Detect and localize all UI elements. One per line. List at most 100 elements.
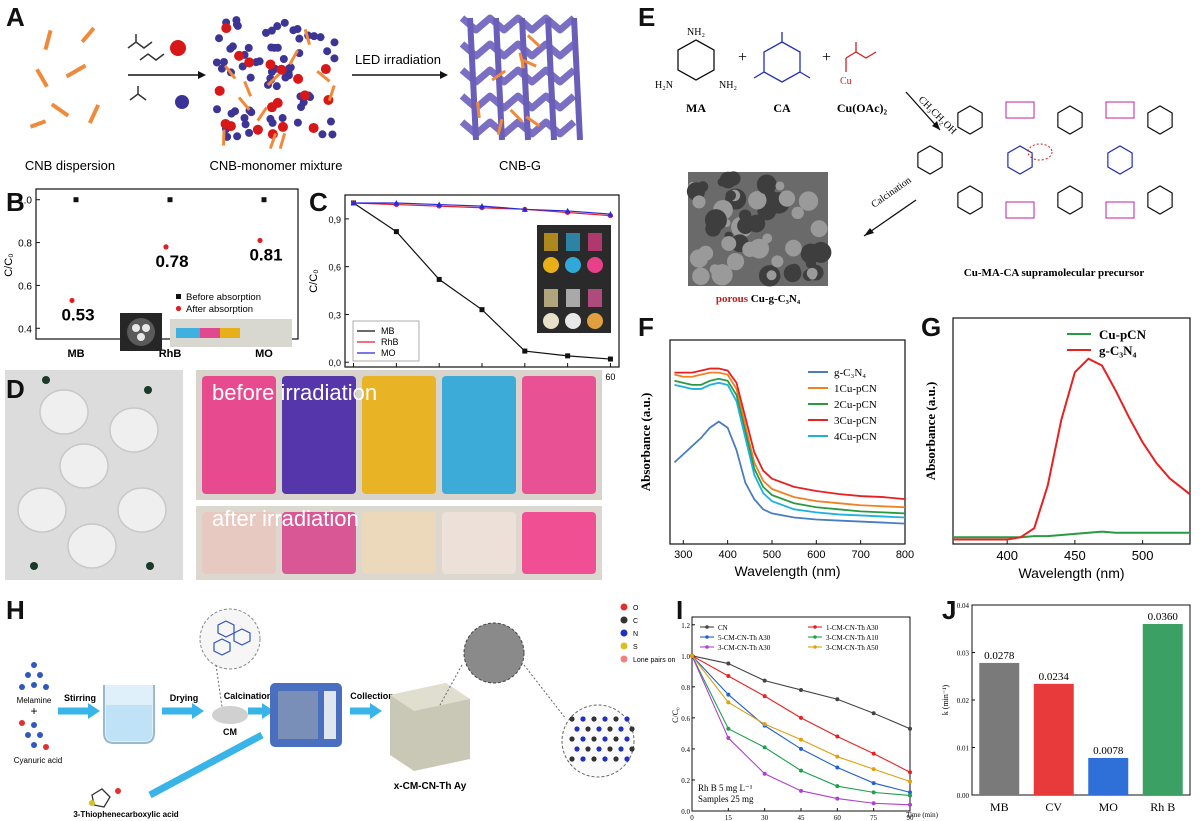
data-point — [908, 802, 912, 807]
polymer-chain — [467, 17, 479, 141]
product-label: x-CM-CN-Th Ay — [394, 781, 467, 792]
after-irradiation-label: after irradiation — [212, 506, 359, 531]
monomer-dot — [272, 82, 281, 91]
cuo-marker — [1027, 143, 1053, 161]
data-label: 0.0078 — [1093, 745, 1124, 757]
point-mo — [479, 203, 485, 209]
y-tick-label: 1.2 — [681, 622, 690, 630]
x-tick-label: 400 — [996, 548, 1018, 563]
y-tick-label: 0.01 — [957, 745, 970, 753]
furnace-panel — [324, 691, 336, 739]
inset-dish — [127, 318, 155, 346]
legend-marker — [620, 603, 628, 611]
y-tick-label: 0.6 — [681, 715, 690, 723]
calcination-label: Calcination — [869, 175, 913, 210]
inset-dot-before — [587, 257, 603, 273]
reagent-cuoac: Cu(OAc)₂ — [837, 101, 888, 115]
monomer-dot — [228, 42, 237, 51]
data-point — [871, 801, 876, 806]
monomer-dot — [244, 57, 255, 68]
gel-discs — [17, 389, 167, 569]
lattice-atom — [580, 756, 586, 762]
cnb-flake — [288, 49, 299, 66]
data-point — [726, 692, 731, 697]
legend-marker — [705, 635, 709, 639]
bar-mb — [979, 662, 1020, 795]
monomer-dot — [221, 23, 232, 34]
monomer-dot — [280, 18, 289, 27]
legend-marker — [813, 645, 817, 649]
inset-gel — [137, 333, 145, 341]
oxygen-atom — [43, 744, 49, 750]
cm-zoom-circle — [199, 608, 261, 670]
lattice-atom — [574, 746, 580, 752]
point-mo — [607, 211, 614, 217]
cnb-flakes — [29, 26, 101, 129]
x-tick-label: MO — [255, 348, 273, 360]
chart-c: 0,00,30,60,90102030405060Time (min)C/C₀M… — [308, 194, 620, 398]
monomer-mixture — [212, 16, 339, 150]
legend-label: CN — [718, 624, 728, 632]
inset-dot-before — [565, 257, 581, 273]
point-mo — [393, 199, 400, 206]
data-point — [908, 790, 912, 795]
data-point — [799, 687, 803, 692]
legend-marker — [620, 655, 628, 663]
triazine-ring — [1147, 185, 1173, 215]
solvent-label: CH₃CH₂OH — [916, 94, 959, 137]
data-label: 0.81 — [249, 245, 282, 264]
polymer-chain — [459, 40, 577, 60]
cnb-flake — [491, 69, 507, 82]
led-arrow — [352, 71, 448, 79]
sem-pore — [704, 209, 727, 232]
chart-b: 0.4 0.6 0.8 1.0 MB RhB MO 0.53 0.78 0.81 C/C₀ B… — [3, 188, 299, 360]
monomer-dot — [276, 64, 287, 75]
x-tick-label: MB — [990, 800, 1009, 814]
point-mo — [350, 199, 357, 206]
monomer-dot — [284, 71, 293, 80]
y-axis-label: C/C₀ — [671, 707, 680, 723]
y-tick-label: 0,0 — [328, 358, 341, 368]
sem-pore — [798, 191, 819, 211]
data-label: 0.0234 — [1039, 671, 1070, 683]
monomer-dot — [308, 122, 319, 133]
plus-sign: + — [738, 49, 747, 66]
y-tick-label: 0.00 — [957, 792, 970, 800]
cnb-flake — [316, 70, 331, 83]
legend-label: 2Cu-pCN — [834, 399, 877, 411]
data-point — [908, 770, 912, 775]
series-line — [674, 381, 906, 519]
y-tick-label: 0,3 — [328, 310, 341, 320]
lattice-atom — [629, 746, 635, 752]
panel-g: G 400 450 500 Wavelength (nm) Absorbance (a.… — [915, 310, 1200, 585]
sem-pore — [771, 255, 784, 268]
sem-pores — [686, 171, 832, 287]
lattice-atom — [607, 746, 613, 752]
inset-gel — [132, 324, 140, 332]
x-tick-label: CV — [1045, 800, 1062, 814]
polymer-chain — [459, 92, 577, 112]
flow-arrowhead — [262, 703, 274, 719]
nh2-text: H₂N — [655, 80, 673, 91]
data-label: 0.53 — [61, 305, 94, 324]
y-tick-label: 0,6 — [328, 263, 341, 273]
lattice-atom — [613, 736, 619, 742]
stirring-label: Stirring — [64, 693, 96, 703]
legend-marker — [705, 645, 709, 649]
nh2-text: NH₂ — [719, 80, 737, 91]
cnb-flake — [476, 101, 481, 119]
cnb-flake — [222, 129, 226, 146]
lattice-atom — [602, 716, 608, 722]
chart-j: 0.00 0.01 0.02 0.03 0.04 k (min⁻¹) 0.0278 MB 0.0… — [941, 602, 1191, 814]
monomer-dot — [240, 114, 249, 123]
lattice-atom — [624, 736, 630, 742]
bar-rh-b — [1142, 624, 1183, 795]
discs-markers — [30, 376, 154, 570]
y-tick-label: 0.0 — [681, 808, 690, 816]
lattice-atom — [618, 746, 624, 752]
inset-dot-after — [543, 313, 559, 329]
cnb-flake — [496, 118, 504, 136]
x-axis-label: Wavelength (nm) — [1018, 565, 1124, 581]
data-point — [835, 784, 840, 789]
bar-mo — [1088, 757, 1129, 795]
